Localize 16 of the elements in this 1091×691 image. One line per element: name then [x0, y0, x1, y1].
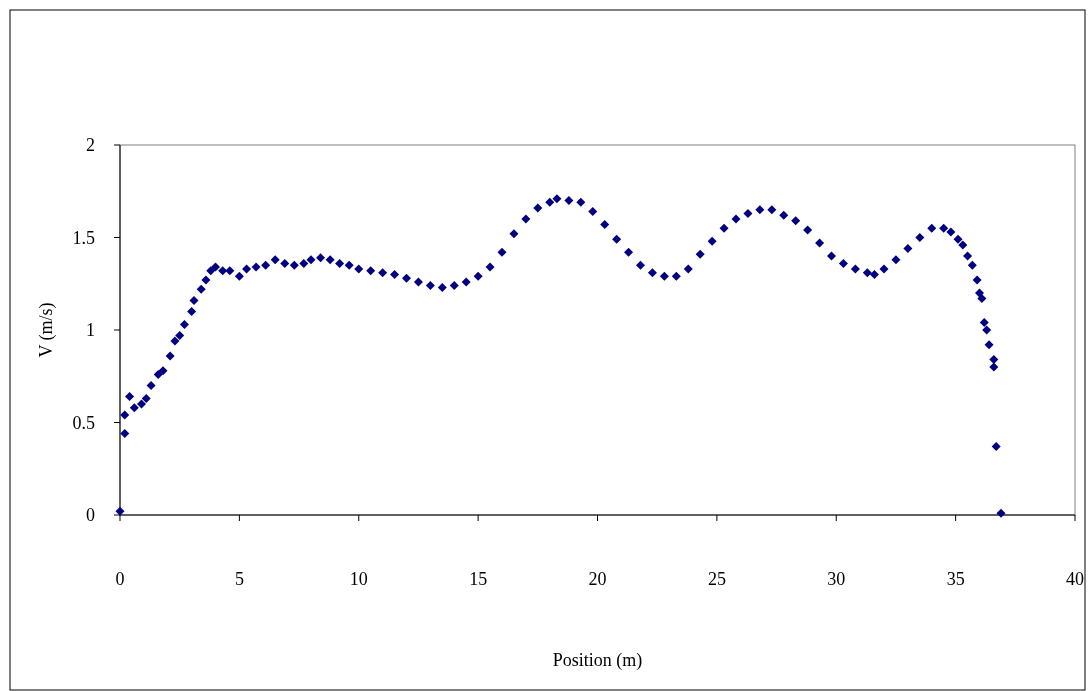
y-tick-label: 0 — [86, 505, 95, 525]
x-tick-label: 5 — [234, 569, 244, 589]
x-axis-title: Position (m) — [552, 650, 643, 671]
y-tick-label: 0.5 — [72, 412, 95, 433]
x-tick-label: 15 — [469, 569, 488, 589]
x-tick-label: 20 — [588, 569, 607, 589]
x-tick-label: 30 — [827, 569, 846, 589]
x-tick-label: 40 — [1066, 569, 1084, 589]
y-axis-title: V (m/s) — [36, 302, 57, 358]
x-tick-label: 10 — [349, 569, 368, 589]
y-tick-label: 1 — [86, 320, 95, 340]
y-tick-label: 1.5 — [72, 227, 95, 248]
y-tick-label: 2 — [86, 135, 95, 155]
x-tick-label: 35 — [946, 569, 965, 589]
x-tick-label: 0 — [115, 569, 125, 589]
x-tick-label: 25 — [707, 569, 726, 589]
